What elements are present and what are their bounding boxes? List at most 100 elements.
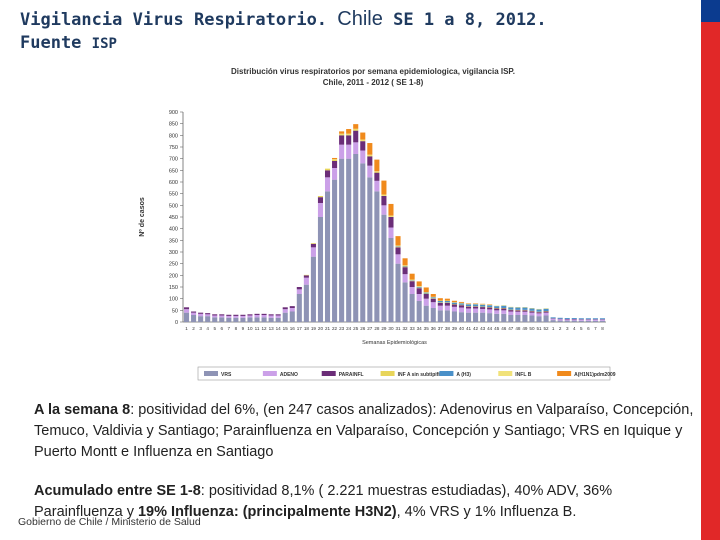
bar-segment [473,308,479,313]
bar-segment [381,214,387,322]
bar-segment [282,312,288,322]
bar-segment [480,312,486,322]
legend-label: INFL B [515,372,531,378]
y-tick-label: 400 [169,227,178,233]
bar-segment [289,308,295,312]
bar-segment [268,314,274,316]
bar-segment [296,289,302,294]
bar-segment [205,314,211,317]
x-tick-label: 33 [410,326,416,331]
bar-segment [402,266,408,268]
bar-segment [529,311,535,313]
bar-segment [409,287,415,294]
bar-segment [599,319,606,321]
y-tick-label: 850 [169,122,178,128]
bar-segment [205,316,211,322]
bar-segment [543,311,549,313]
bar-segment [339,131,345,134]
x-tick-label: 21 [325,326,331,331]
legend-swatch [321,371,336,376]
bar-segment [444,302,450,306]
x-tick-label: 29 [381,326,387,331]
bar-segment [261,317,267,322]
x-tick-label: 31 [395,326,401,331]
bar-segment [409,281,415,287]
x-tick-label: 16 [290,326,296,331]
x-tick-label: 47 [508,326,514,331]
x-tick-label: 23 [339,326,345,331]
bar-segment [458,305,465,308]
x-tick-label: 25 [353,326,359,331]
bar-segment [409,273,415,280]
paragraph-accumulated: Acumulado entre SE 1-8: positividad 8,1%… [34,481,694,523]
x-tick-label: 52 [544,326,550,331]
bar-segment [226,314,232,316]
bar-segment [416,294,422,301]
bar-segment [353,154,359,322]
bar-segment [367,154,373,156]
bar-segment [557,320,563,322]
bar-segment [458,307,465,313]
bar-segment [212,315,218,318]
respiratory-virus-chart: Distribución virus respiratorios por sem… [139,67,616,381]
bar-segment [592,319,598,321]
x-tick-label: 10 [247,326,253,331]
p2-text-1: : positividad 8,1% ( 2.221 muestras estu… [34,483,613,520]
bar-segment [578,320,584,322]
bar-segment [458,312,465,322]
bar-segment [332,179,338,322]
bar-segment [465,306,472,309]
bar-segment [571,319,577,321]
bar-segment [275,315,281,318]
bar-segment [353,130,359,143]
y-tick-label: 250 [169,262,178,268]
bar-segment [247,315,253,318]
bar-segment [296,294,302,322]
x-tick-label: 15 [283,326,289,331]
bar-segment [480,307,486,309]
bar-segment [233,315,239,318]
bar-segment [219,314,225,316]
bar-segment [494,308,500,311]
bar-segment [487,305,493,308]
bar-segment [233,314,239,316]
bar-segment [529,315,535,322]
bar-segment [430,297,436,299]
bar-segment [451,300,457,303]
bar-segment [402,258,408,266]
bar-segment [339,144,345,159]
bar-segment [395,247,401,255]
legend-box [197,366,611,381]
x-tick-label: 9 [242,326,245,331]
bar-segment [536,312,542,314]
bar-segment [402,282,408,322]
bar-segment [416,286,422,288]
p2-bold-1: Acumulado entre SE 1-8 [34,483,201,499]
bar-segment [578,318,584,320]
bar-segment [515,311,521,315]
bar-segment [183,309,190,313]
bar-segment [585,319,591,321]
bar-segment [332,168,338,180]
bar-segment [430,298,436,303]
x-tick-label: 34 [417,326,423,331]
bar-segment [289,311,295,322]
bar-segment [289,306,295,308]
bar-segment [360,150,366,164]
bar-segment [374,191,380,322]
y-tick-label: 150 [169,285,178,291]
bar-segment [437,302,443,306]
x-tick-label: 42 [473,326,479,331]
x-tick-label: 50 [529,326,535,331]
bar-segment [508,310,514,312]
source-value: ISP [91,36,117,52]
bar-segment [381,196,387,206]
bar-segment [437,310,443,322]
bar-segment [395,263,401,322]
bar-segment [465,312,472,322]
x-tick-label: 51 [536,326,542,331]
x-tick-label: 37 [438,326,444,331]
bar-segment [332,159,338,161]
y-tick-label: 500 [169,203,178,209]
bar-segment [240,315,246,318]
